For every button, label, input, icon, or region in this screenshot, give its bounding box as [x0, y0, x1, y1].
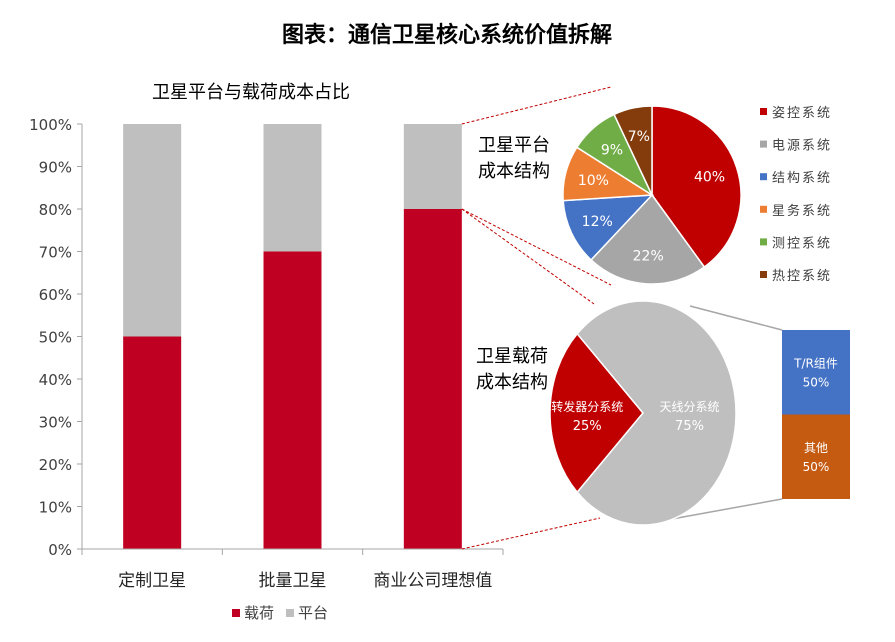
- platform-pie-chart: 卫星平台成本结构 40% 22% 12% 10% 9% 7% 姿控系统电源系统结构系统星务…: [478, 105, 832, 285]
- legend-label: 星务系统: [772, 203, 832, 219]
- bar-payload: [263, 251, 322, 549]
- payload-pie-slices: 转发器分系统 25% 天线分系统 75%: [549, 300, 737, 526]
- segment-name: 其他: [804, 441, 828, 455]
- pie-data-label: 75%: [675, 419, 704, 434]
- y-tick-label: 50%: [39, 329, 72, 347]
- pie-slice: [590, 193, 706, 285]
- antenna-segment: [782, 414, 850, 499]
- pie-data-label: 10%: [578, 173, 609, 189]
- legend-label: 平台: [298, 604, 328, 622]
- pie-slice-name: 转发器分系统: [551, 399, 623, 414]
- pie-data-label: 12%: [582, 214, 613, 230]
- y-tick-label: 40%: [39, 371, 72, 389]
- connector-line: [461, 86, 612, 125]
- legend-swatch: [760, 108, 767, 115]
- pie-data-label: 7%: [628, 129, 650, 145]
- legend-swatch: [286, 609, 294, 617]
- y-tick-label: 20%: [39, 456, 72, 474]
- pie-slice: [613, 105, 653, 196]
- legend-label: 结构系统: [772, 171, 832, 186]
- bar-payload: [403, 209, 462, 549]
- pie-data-label: 9%: [601, 143, 623, 159]
- x-axis: 定制卫星 批量卫星 商业公司理想值: [81, 548, 504, 591]
- payload-pie-chart: 卫星载荷成本结构 转发器分系统 25% 天线分系统 75%: [476, 300, 737, 526]
- payload-pie-title: 卫星载荷成本结构: [476, 346, 548, 393]
- pie-slice: [651, 105, 742, 269]
- pie-data-label: 40%: [694, 169, 725, 185]
- segment-name: T/R组件: [793, 356, 838, 370]
- bar-platform: [123, 124, 182, 337]
- y-tick-label: 0%: [48, 541, 72, 559]
- title-line: 成本结构: [476, 372, 548, 393]
- pie-slice: [549, 332, 644, 494]
- y-tick-label: 90%: [39, 159, 72, 177]
- legend-swatch: [760, 271, 767, 278]
- title-line: 卫星平台: [478, 135, 550, 156]
- segment-value: 50%: [803, 375, 830, 389]
- title-line: 成本结构: [478, 161, 550, 182]
- y-tick-label: 10%: [39, 499, 72, 517]
- y-tick-label: 70%: [39, 244, 72, 262]
- bar-payload: [123, 336, 182, 549]
- segment-value: 50%: [803, 460, 830, 474]
- x-tick-label: 商业公司理想值: [373, 571, 492, 591]
- bar-platform: [263, 124, 322, 252]
- y-tick-label: 30%: [39, 414, 72, 432]
- pie-data-label: 25%: [573, 419, 602, 434]
- x-tick-label: 批量卫星: [259, 571, 327, 591]
- y-tick-label: 100%: [29, 116, 72, 134]
- legend-label: 电源系统: [772, 139, 832, 154]
- pie-data-label: 22%: [633, 248, 664, 264]
- y-axis: 0% 10% 20% 30% 40% 50% 60% 70% 80% 90% 100%: [29, 116, 83, 559]
- platform-pie-slices: 40% 22% 12% 10% 9% 7%: [562, 105, 742, 285]
- legend-label: 载荷: [244, 604, 274, 622]
- antenna-breakdown-bar: T/R组件 50% 其他 50%: [782, 330, 850, 499]
- connector-line: [461, 208, 595, 305]
- legend-swatch: [760, 238, 767, 246]
- connector-line: [461, 208, 612, 286]
- antenna-segment: [782, 330, 850, 415]
- legend-swatch: [232, 609, 240, 617]
- legend-swatch: [760, 205, 767, 213]
- legend-label: 测控系统: [772, 236, 832, 251]
- legend-swatch: [760, 140, 767, 148]
- legend-swatch: [760, 173, 767, 181]
- legend-label: 热控系统: [772, 269, 832, 284]
- y-tick-label: 80%: [39, 201, 72, 219]
- y-tick-label: 60%: [39, 286, 72, 304]
- title-line: 卫星载荷: [476, 346, 548, 367]
- connector-line: [461, 517, 601, 550]
- page-title: 图表：通信卫星核心系统价值拆解: [282, 22, 612, 48]
- bar-legend: 载荷 平台: [232, 604, 328, 622]
- pie-slice: [576, 300, 737, 526]
- platform-pie-title: 卫星平台成本结构: [478, 135, 550, 182]
- pie-slice-name: 天线分系统: [659, 400, 719, 414]
- connector-line: [689, 305, 783, 331]
- legend-label: 姿控系统: [772, 105, 832, 121]
- pie-slice: [562, 194, 654, 261]
- stacked-bar-chart: 卫星平台与载荷成本占比 0% 10% 20% 30% 40% 50% 60% 70% 80% 90…: [29, 82, 504, 622]
- bar-series: [123, 124, 462, 549]
- x-tick-label: 定制卫星: [118, 571, 186, 591]
- bar-platform: [403, 124, 462, 209]
- bar-chart-title: 卫星平台与载荷成本占比: [152, 82, 350, 103]
